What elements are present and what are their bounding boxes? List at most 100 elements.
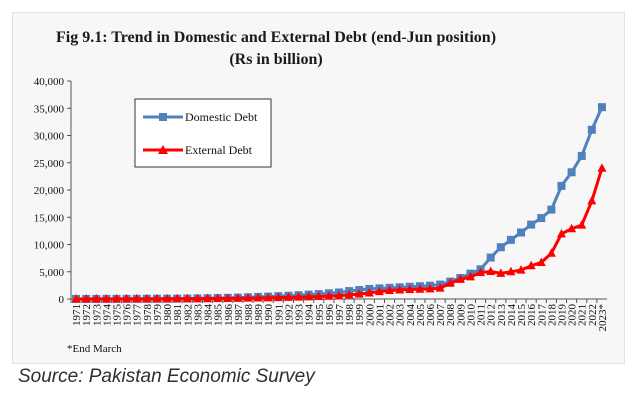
data-point [385, 285, 395, 295]
y-tick-label: 25,000 [34, 158, 65, 170]
data-point [546, 248, 556, 257]
chart-subtitle: (Rs in billion) [229, 51, 322, 68]
data-point [405, 284, 415, 293]
x-tick-label: 1977 [132, 304, 144, 327]
data-point [71, 293, 81, 303]
y-tick-label: 5,000 [39, 267, 64, 279]
data-point [142, 293, 152, 303]
data-point [334, 290, 344, 300]
y-tick-label: 15,000 [34, 212, 65, 224]
data-point [192, 293, 202, 303]
data-point [425, 283, 435, 293]
data-point [344, 289, 354, 299]
series-external-debt [71, 163, 607, 303]
x-tick-label: 2012 [486, 304, 498, 326]
x-tick-label: 1981 [172, 304, 184, 326]
data-point [496, 268, 506, 277]
data-point [364, 288, 374, 297]
y-tick-label: 20,000 [34, 185, 65, 197]
data-point [172, 293, 182, 303]
x-tick-label: 1997 [334, 304, 346, 327]
source-caption: Source: Pakistan Economic Survey [18, 366, 315, 387]
chart-footnote: *End March [67, 343, 122, 355]
data-point [587, 195, 597, 205]
data-point [587, 125, 596, 134]
x-tick-label: 2016 [526, 304, 538, 327]
data-point [263, 292, 273, 302]
data-point [243, 293, 253, 302]
x-tick-label: 1979 [152, 304, 164, 327]
legend-external-marker [158, 145, 168, 154]
x-tick-label: 1991 [273, 304, 285, 326]
data-point [81, 293, 91, 303]
x-tick-label: 2015 [516, 304, 528, 327]
x-tick-label: 2014 [506, 304, 518, 327]
x-tick-label: 2019 [556, 304, 568, 327]
x-tick-label: 1990 [263, 304, 275, 327]
x-tick-label: 1974 [101, 304, 113, 327]
x-tick-label: 1976 [122, 304, 134, 327]
x-tick-label: 1993 [294, 304, 306, 327]
data-point [547, 205, 556, 214]
data-point [223, 293, 233, 302]
data-point [567, 168, 576, 177]
x-tick-label: 2022 [587, 304, 599, 326]
x-tick-label: 1971 [71, 304, 83, 326]
x-tick-label: 1985 [213, 304, 225, 327]
data-point [567, 223, 577, 233]
data-point [537, 214, 546, 223]
x-tick-label: 2004 [405, 304, 417, 327]
x-tick-label: 1972 [81, 304, 93, 326]
data-point [415, 284, 425, 293]
x-tick-label: 1983 [192, 304, 204, 327]
x-tick-label: 1998 [344, 304, 356, 327]
data-point [314, 291, 324, 301]
x-tick-label: 1986 [223, 304, 235, 327]
y-tick-label: 40,000 [34, 76, 65, 88]
data-point [516, 265, 526, 274]
x-tick-label: 2008 [445, 304, 457, 327]
chart-title: Fig 9.1: Trend in Domestic and External … [56, 29, 496, 46]
chart-legend: Domestic Debt External Debt [134, 98, 272, 168]
data-point [536, 257, 546, 266]
legend-domestic-label: Domestic Debt [185, 110, 258, 124]
data-point [517, 228, 526, 237]
data-point [152, 293, 162, 303]
x-tick-label: 1978 [142, 304, 154, 327]
data-point [273, 292, 283, 302]
x-tick-label: 1982 [182, 304, 194, 326]
data-point [476, 267, 486, 277]
x-tick-label: 2002 [385, 304, 397, 326]
data-point [527, 220, 536, 229]
x-tick-label: 2021 [577, 304, 589, 326]
x-tick-label: 2020 [567, 304, 579, 327]
x-tick-label: 2005 [415, 304, 427, 327]
x-tick-label: 2001 [374, 304, 386, 326]
data-point [374, 286, 384, 296]
x-tick-label: 2009 [455, 304, 467, 327]
data-point [526, 260, 536, 270]
data-point [556, 228, 566, 238]
data-point [465, 271, 475, 281]
data-point [253, 293, 263, 302]
x-tick-label: 1980 [162, 304, 174, 327]
data-point [304, 291, 314, 301]
data-point [162, 293, 172, 303]
x-tick-label: 2017 [536, 304, 548, 327]
debt-line-chart: Fig 9.1: Trend in Domestic and External … [34, 29, 609, 355]
data-point [233, 293, 243, 302]
x-tick-label: 1995 [314, 304, 326, 327]
x-tick-label: 1973 [91, 304, 103, 327]
data-point [496, 243, 505, 252]
chart-axes: 0 5,000 10,000 15,000 20,000 25,000 30,000 35,0… [34, 76, 609, 332]
x-tick-label: 2003 [395, 304, 407, 327]
data-point [435, 283, 445, 292]
y-tick-label: 0 [59, 294, 65, 306]
data-point [557, 181, 566, 190]
x-tick-label: 2018 [546, 304, 558, 327]
x-tick-label: 1988 [243, 304, 255, 327]
data-point [577, 220, 587, 229]
data-point [203, 293, 213, 303]
x-tick-label: 1999 [354, 304, 366, 327]
data-point [486, 253, 495, 262]
